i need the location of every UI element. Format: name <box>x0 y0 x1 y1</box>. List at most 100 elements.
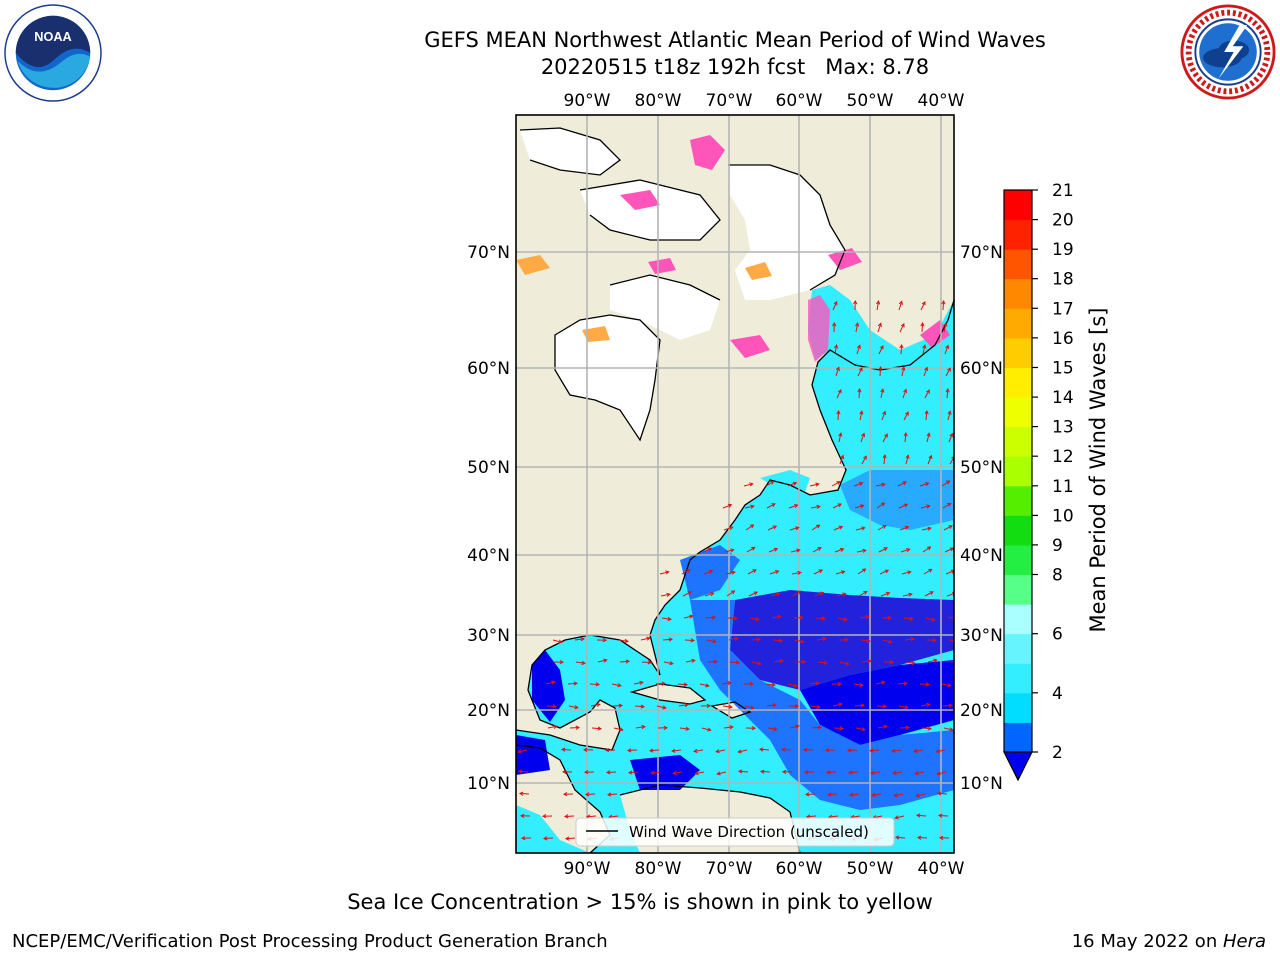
wave-direction-arrowhead <box>596 702 601 707</box>
wave-direction-arrow <box>816 638 826 641</box>
wave-direction-arrowhead <box>711 615 717 620</box>
wave-direction-arrowhead <box>517 769 523 774</box>
labrador-sea <box>808 285 954 372</box>
wave-direction-arrowhead <box>926 702 931 707</box>
lat-label: 70°N <box>960 243 1003 263</box>
wave-direction-arrowhead <box>882 704 888 709</box>
wave-direction-arrowhead <box>881 680 886 685</box>
colorbar-segment <box>1004 426 1032 457</box>
wave-direction-arrowhead <box>684 702 689 708</box>
wave-direction-arrowhead <box>857 387 862 393</box>
wave-direction-arrowhead <box>802 747 808 753</box>
colorbar-tick-label: 10 <box>1052 506 1074 526</box>
wave-direction-arrowhead <box>690 638 696 643</box>
wave-direction-arrowhead <box>955 639 958 642</box>
wave-direction-arrow <box>813 569 823 575</box>
wave-direction-arrowhead <box>904 705 909 710</box>
wave-direction-arrow <box>855 323 859 333</box>
colorbar-tick-label: 12 <box>1052 447 1074 467</box>
wave-direction-arrowhead <box>926 546 932 551</box>
wave-direction-arrow <box>882 639 892 643</box>
wave-direction-arrowhead <box>878 365 883 371</box>
wave-direction-arrow <box>904 638 914 641</box>
wave-direction-arrow <box>716 749 726 753</box>
wave-direction-arrowhead <box>625 659 631 664</box>
wave-direction-arrow <box>917 837 928 839</box>
wave-direction-arrow <box>861 660 871 663</box>
wave-direction-arrowhead <box>750 705 755 710</box>
wave-direction-arrow <box>831 481 841 487</box>
wave-direction-arrowhead <box>936 791 942 796</box>
wave-direction-arrowhead <box>771 503 776 507</box>
wave-direction-arrow <box>923 367 928 377</box>
wave-direction-arrowhead <box>833 300 838 306</box>
low-period-region <box>800 660 954 745</box>
wave-direction-arrowhead <box>925 682 931 687</box>
lat-label: 40°N <box>467 546 510 566</box>
wave-direction-arrowhead <box>671 748 676 753</box>
wave-direction-arrowhead <box>834 344 839 349</box>
wave-direction-arrow <box>847 749 858 751</box>
wave-direction-arrow <box>881 411 886 421</box>
wave-direction-arrow <box>920 703 930 707</box>
wave-direction-arrow <box>640 637 650 641</box>
wave-direction-arrow <box>927 455 932 465</box>
mid-period-region <box>840 470 954 530</box>
mid-period-region <box>680 545 740 600</box>
wave-direction-arrow <box>659 571 669 575</box>
wave-direction-arrowhead <box>879 344 884 350</box>
wave-direction-arrow <box>565 837 576 840</box>
wave-direction-arrowhead <box>871 792 876 798</box>
wave-direction-arrowhead <box>560 747 566 752</box>
wave-direction-arrow <box>947 411 951 421</box>
wave-direction-arrowhead <box>794 703 800 709</box>
wave-direction-arrow <box>564 815 575 817</box>
lat-label: 10°N <box>467 774 510 794</box>
wave-direction-arrow <box>677 683 688 686</box>
colorbar-tick-label: 16 <box>1052 329 1074 349</box>
wave-direction-arrow <box>894 793 904 797</box>
wave-direction-arrowhead <box>839 726 845 731</box>
wave-direction-arrowhead <box>880 388 885 393</box>
wave-direction-arrowhead <box>899 343 904 349</box>
wave-direction-arrowhead <box>924 409 929 415</box>
wave-direction-arrowhead <box>901 366 906 371</box>
wave-direction-arrow <box>937 792 948 795</box>
wave-direction-arrow <box>793 617 804 619</box>
colorbar-segment <box>1004 456 1032 487</box>
wave-direction-arrowhead <box>779 658 784 664</box>
wave-direction-arrowhead <box>905 725 911 730</box>
wave-direction-arrow <box>611 683 621 687</box>
graticule <box>516 115 954 853</box>
wave-direction-arrow <box>591 727 602 730</box>
wave-direction-arrowhead <box>755 617 760 622</box>
wave-direction-arrowhead <box>639 680 644 685</box>
wave-direction-arrowhead <box>948 525 953 529</box>
wave-direction-arrowhead <box>860 703 866 708</box>
wave-direction-arrow <box>518 749 528 753</box>
wave-direction-arrow <box>722 705 732 708</box>
wave-direction-arrowhead <box>905 454 910 459</box>
wave-direction-arrow <box>946 593 954 597</box>
wave-direction-arrow <box>899 727 910 729</box>
wave-direction-arrowhead <box>882 453 887 459</box>
wave-direction-arrow <box>569 727 580 729</box>
wave-direction-arrow <box>702 547 712 553</box>
wave-direction-arrowhead <box>665 570 670 575</box>
wave-direction-arrowhead <box>758 747 764 752</box>
wave-direction-arrowhead <box>604 747 610 753</box>
wave-direction-arrow <box>748 591 758 597</box>
wave-direction-arrowhead <box>772 525 778 530</box>
wave-direction-arrowhead <box>648 748 654 753</box>
wave-direction-arrowhead <box>859 682 864 688</box>
wave-direction-arrowhead <box>926 432 931 437</box>
colorbar-segment <box>1004 574 1032 605</box>
wave-direction-arrow <box>678 704 688 707</box>
foxe-basin-ice <box>610 275 720 340</box>
wave-direction-arrow <box>567 682 578 685</box>
wave-direction-arrow <box>853 683 863 686</box>
lat-label: 60°N <box>467 359 510 379</box>
wave-direction-arrowhead <box>729 725 734 730</box>
wave-direction-arrowhead <box>707 547 713 552</box>
wave-direction-arrowhead <box>928 568 933 573</box>
